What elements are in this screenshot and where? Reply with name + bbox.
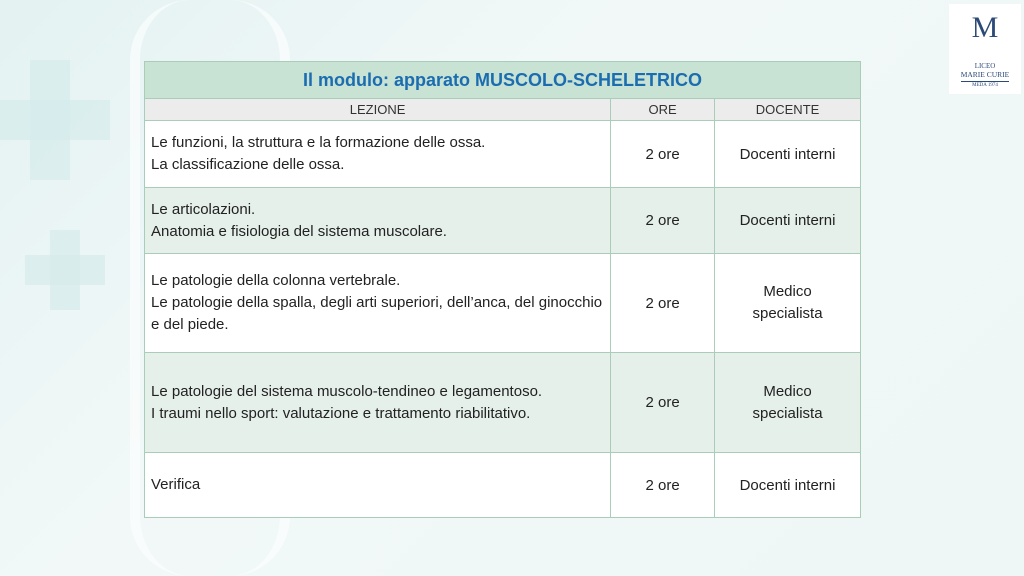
lezione-cell: Le patologie del sistema muscolo-tendine… [143, 352, 612, 453]
table-row: Le articolazioni. Anatomia e fisiologia d… [143, 187, 861, 254]
header-docente: DOCENTE [714, 98, 861, 121]
lezione-cell: Le articolazioni. Anatomia e fisiologia d… [143, 187, 612, 254]
cross-decoration [0, 100, 110, 140]
header-ore: ORE [610, 98, 716, 121]
lezione-cell: Le funzioni, la struttura e la formazion… [143, 120, 612, 188]
docente-cell: Docenti interni [714, 120, 861, 188]
lezione-line: Le funzioni, la struttura e la formazion… [151, 134, 486, 151]
ore-cell: 2 ore [610, 253, 716, 353]
lezione-line: Verifica [151, 476, 201, 493]
logo-text: MEDA 1974 [961, 81, 1009, 88]
cross-decoration [25, 255, 105, 285]
lezione-cell: Le patologie della colonna vertebrale. Le… [143, 253, 612, 353]
module-table: Il modulo: apparato MUSCOLO-SCHELETRICO … [143, 61, 861, 518]
table-row: Le funzioni, la struttura e la formazion… [143, 120, 861, 188]
table-row: Verifica 2 ore Docenti interni [143, 452, 861, 518]
logo-monogram: M [971, 11, 999, 44]
logo-text: LICEO [974, 62, 996, 70]
table-row: Le patologie del sistema muscolo-tendine… [143, 352, 861, 453]
lezione-line: La classificazione delle ossa. [151, 156, 345, 173]
ore-cell: 2 ore [610, 452, 716, 518]
docente-cell: Medico specialista [714, 253, 861, 353]
ore-cell: 2 ore [610, 352, 716, 453]
header-lezione: LEZIONE [143, 98, 612, 121]
table-title: Il modulo: apparato MUSCOLO-SCHELETRICO [144, 61, 861, 99]
lezione-line: Le patologie della spalla, degli arti su… [151, 294, 603, 333]
lezione-line: Anatomia e fisiologia del sistema muscol… [151, 222, 447, 240]
lezione-cell: Verifica [143, 452, 612, 518]
docente-cell: Medico specialista [714, 352, 861, 453]
school-logo: M LICEO MARIE CURIE MEDA 1974 [949, 4, 1021, 94]
docente-cell: Docenti interni [714, 452, 861, 518]
table-row: Le patologie della colonna vertebrale. Le… [143, 253, 861, 353]
ore-cell: 2 ore [610, 120, 716, 188]
lezione-line: Le patologie della colonna vertebrale. [151, 272, 401, 289]
lezione-line: I traumi nello sport: valutazione e trat… [151, 404, 531, 422]
lezione-line: Le patologie del sistema muscolo-tendine… [151, 382, 543, 400]
lezione-line: Le articolazioni. [151, 200, 256, 218]
docente-cell: Docenti interni [714, 187, 861, 254]
logo-text: MARIE CURIE [960, 70, 1010, 79]
ore-cell: 2 ore [610, 187, 716, 254]
